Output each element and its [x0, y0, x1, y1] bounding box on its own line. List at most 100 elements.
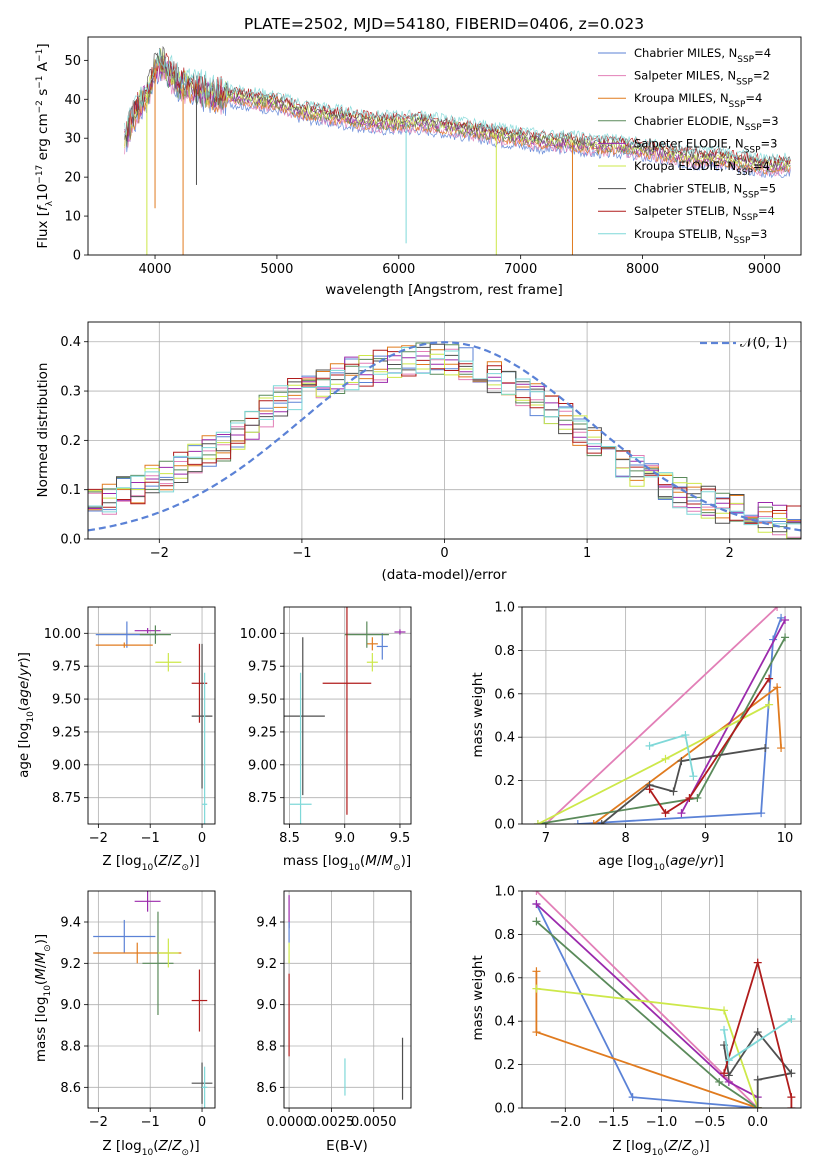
- y-tick-label: 9.0: [256, 998, 277, 1013]
- y-tick-label: 50: [64, 54, 81, 69]
- x-tick-label: −0.5: [694, 1115, 726, 1130]
- plot-area: [124, 45, 791, 255]
- plus-marker: [661, 809, 670, 818]
- y-tick-label: 9.75: [52, 660, 81, 675]
- plus-marker: [532, 967, 541, 976]
- plus-marker: [689, 772, 698, 781]
- legend-label: 𝒩(0, 1): [740, 336, 787, 351]
- plot-area: [288, 895, 404, 1100]
- histogram-step: [88, 353, 801, 539]
- y-tick-label: 0.4: [60, 335, 81, 350]
- y-tick-label: 9.0: [60, 998, 81, 1013]
- x-tick-label: −1: [141, 831, 160, 846]
- x-tick-label: 4000: [138, 262, 171, 277]
- x-tick-label: 9: [701, 831, 709, 846]
- weight-line: [680, 619, 786, 814]
- x-axis-label: E(B-V): [326, 1138, 368, 1154]
- legend-label: Kroupa ELODIE, NSSP=4: [634, 159, 770, 178]
- y-tick-label: 8.8: [60, 1040, 81, 1055]
- y-tick-label: 0.3: [60, 385, 81, 400]
- y-tick-label: 30: [64, 132, 81, 147]
- y-tick-label: 9.50: [248, 693, 277, 708]
- plus-marker: [787, 1069, 796, 1078]
- y-tick-label: 9.4: [256, 916, 277, 931]
- y-axis-label: mass weight: [470, 955, 486, 1040]
- plus-marker: [661, 754, 670, 763]
- y-tick-label: 9.2: [60, 957, 81, 972]
- plus-marker: [715, 1077, 724, 1086]
- weight-line: [535, 920, 759, 1108]
- legend-label: Chabrier MILES, NSSP=4: [634, 46, 771, 65]
- plus-marker: [753, 958, 762, 967]
- spectrum-panel: 4000 5000 6000 7000 8000 9000 0 10 20 30 40 50 wavel…: [35, 36, 802, 298]
- y-tick-label: 40: [64, 93, 81, 108]
- y-tick-label: 0.2: [494, 774, 515, 789]
- y-tick-label: 8.75: [52, 791, 81, 806]
- plus-marker: [781, 633, 790, 642]
- x-tick-label: 10: [777, 831, 794, 846]
- y-tick-label: 0.8: [494, 928, 515, 943]
- x-tick-label: 9.5: [390, 831, 411, 846]
- plus-marker: [765, 674, 774, 683]
- plus-marker: [677, 809, 686, 818]
- y-tick-label: 9.25: [248, 725, 277, 740]
- axes-frame: [87, 890, 216, 1109]
- x-tick-label: −1.5: [598, 1115, 630, 1130]
- x-tick-label: 0: [198, 831, 206, 846]
- x-tick-label: 8.5: [279, 831, 300, 846]
- x-axis-label: Z [log10(Z/Z⊙)]: [102, 1138, 199, 1158]
- plus-marker: [669, 787, 678, 796]
- age-vs-z-panel: −2 −1 0 8.75 9.00 9.25 9.50 9.75 10.00 Z [log10(Z…: [16, 606, 216, 873]
- x-tick-label: −2: [89, 1115, 108, 1130]
- x-axis-label: (data-model)/error: [381, 567, 507, 583]
- x-tick-label: 7000: [504, 262, 537, 277]
- plus-marker: [645, 785, 654, 794]
- age-vs-mass-panel: 8.5 9.0 9.5 8.75 9.00 9.25 9.50 9.75 10.00 mass […: [240, 606, 412, 873]
- plot-area: [532, 891, 796, 1108]
- y-tick-label: 10.00: [240, 627, 277, 642]
- y-tick-label: 1.0: [494, 885, 515, 900]
- histogram-step: [88, 343, 801, 533]
- x-tick-label: 0: [198, 1115, 206, 1130]
- axes-frame: [521, 890, 802, 1109]
- x-axis-label: Z [log10(Z/Z⊙)]: [612, 1138, 709, 1158]
- plus-marker: [693, 793, 702, 802]
- plus-marker: [589, 820, 598, 824]
- plus-marker: [681, 731, 690, 740]
- spectrum-series-line: [124, 56, 791, 175]
- weight-line: [723, 1030, 794, 1108]
- x-tick-label: −1.0: [646, 1115, 678, 1130]
- legend-label: Salpeter ELODIE, NSSP=3: [634, 136, 777, 155]
- y-tick-label: 0.2: [494, 1058, 515, 1073]
- spectrum-series-line: [124, 48, 791, 170]
- y-tick-label: 0.0: [60, 533, 81, 548]
- mass-vs-z-panel: −2 −1 0 8.6 8.8 9.0 9.2 9.4 Z [log10(Z/Z⊙)] mass …: [33, 890, 216, 1158]
- y-axis-label: mass weight: [470, 672, 486, 757]
- plus-marker: [685, 793, 694, 802]
- plus-marker: [761, 744, 770, 753]
- y-tick-label: 9.00: [248, 758, 277, 773]
- gaussian-curve: [88, 341, 801, 532]
- x-tick-label: −1: [292, 546, 311, 561]
- plus-marker: [677, 757, 686, 766]
- plus-marker: [532, 984, 541, 993]
- plus-marker: [541, 820, 550, 824]
- y-tick-label: 1.0: [494, 601, 515, 616]
- weight-line: [577, 617, 782, 824]
- y-tick-label: 0.6: [494, 971, 515, 986]
- plus-marker: [753, 1075, 762, 1084]
- x-tick-label: −2: [89, 831, 108, 846]
- y-tick-label: 0.0: [494, 1102, 515, 1117]
- plus-marker: [773, 607, 782, 611]
- plus-marker: [532, 891, 541, 895]
- x-tick-label: 0.0050: [351, 1115, 397, 1130]
- plot-area: [284, 607, 406, 824]
- y-tick-label: 10: [64, 210, 81, 225]
- plus-marker: [724, 1056, 733, 1065]
- weight-line: [545, 607, 778, 824]
- plus-marker: [597, 820, 606, 824]
- plus-marker: [532, 900, 541, 909]
- axes-frame: [283, 606, 412, 825]
- plus-marker: [757, 809, 766, 818]
- legend-label: Kroupa STELIB, NSSP=3: [634, 227, 767, 246]
